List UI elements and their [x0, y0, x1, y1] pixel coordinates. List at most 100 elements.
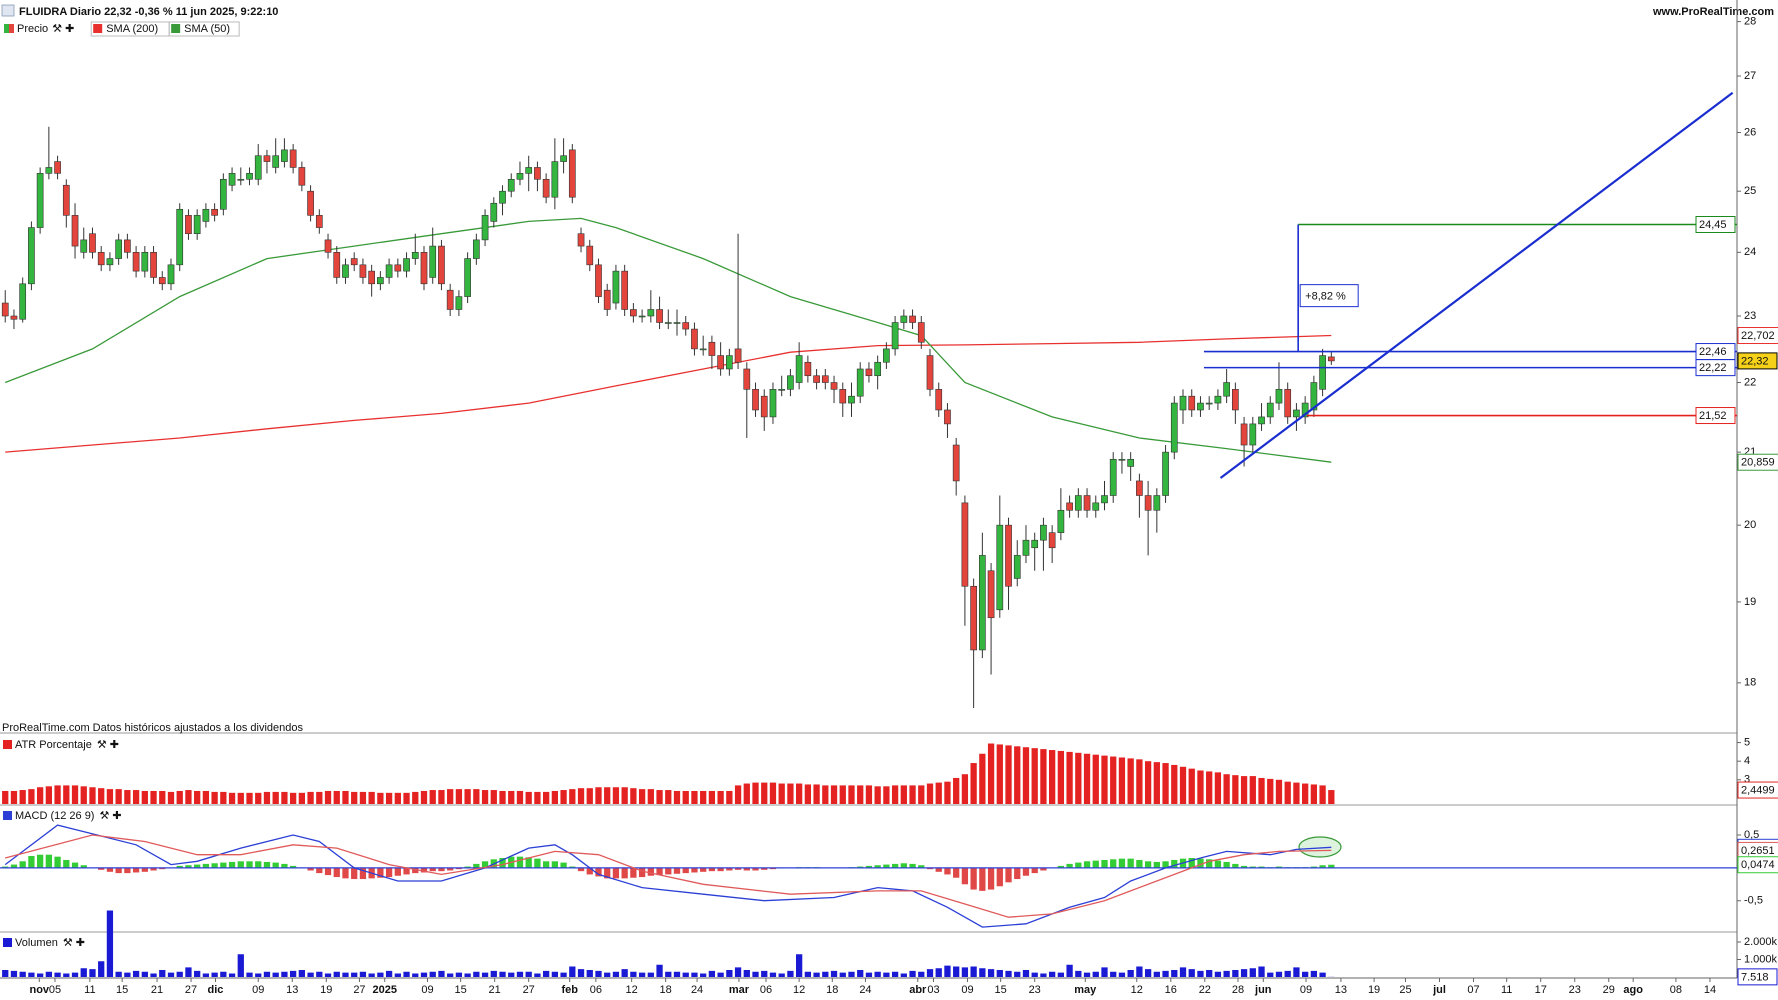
candle-body — [429, 245, 437, 278]
bar — [769, 782, 777, 804]
bar — [490, 790, 497, 804]
candle-body — [403, 258, 410, 272]
legend-tools: ⚒ ✚ — [52, 23, 74, 35]
histogram-bar — [1197, 858, 1204, 868]
legend-label: Precio — [17, 23, 48, 35]
candle-body — [228, 173, 236, 186]
histogram-bar — [604, 867, 611, 879]
x-tick-label: mar — [729, 984, 750, 996]
candle-body — [830, 382, 838, 390]
histogram-bar — [1188, 857, 1195, 868]
histogram-bar — [874, 865, 881, 868]
measure-box — [1299, 284, 1359, 308]
bar — [830, 970, 838, 977]
bar — [1057, 972, 1065, 977]
bar — [1249, 968, 1256, 977]
candle-body — [507, 178, 515, 192]
bar — [1005, 745, 1012, 804]
bar — [900, 785, 907, 804]
bar — [106, 910, 114, 977]
histogram-bar — [682, 867, 689, 874]
bar — [464, 973, 471, 977]
value-tag: 22,702 — [1741, 330, 1775, 342]
histogram-bar — [926, 867, 934, 870]
y-tick-label: 18 — [1744, 677, 1756, 689]
candle-body — [1066, 502, 1073, 511]
histogram-bar — [1057, 865, 1065, 868]
histogram-bar — [429, 867, 436, 872]
value-tag: 0,2651 — [1741, 845, 1775, 857]
histogram-bar — [80, 865, 87, 868]
bar — [1031, 972, 1038, 977]
bar — [857, 785, 864, 804]
header-title: FLUIDRA Diario 22,32 -0,36 % 11 jun 2025… — [19, 6, 278, 18]
histogram-bar — [1240, 865, 1248, 868]
bar — [1179, 766, 1187, 804]
bar — [167, 972, 175, 977]
histogram-bar — [769, 867, 777, 870]
bar — [176, 971, 183, 977]
bar — [1328, 790, 1335, 804]
bar — [2, 790, 9, 804]
bar — [839, 785, 846, 804]
value-tag: 20,859 — [1741, 457, 1775, 469]
bar — [237, 954, 244, 977]
candle-body — [961, 502, 969, 587]
candle-body — [664, 322, 672, 324]
bar — [1240, 776, 1248, 804]
candle-body — [219, 178, 227, 210]
value-tag-box — [1737, 856, 1778, 874]
bar — [1083, 753, 1091, 804]
bar — [124, 790, 131, 804]
bar — [1240, 969, 1248, 977]
histogram-bar — [1258, 866, 1265, 868]
x-tick-label: dic — [208, 984, 224, 996]
bar — [926, 783, 934, 804]
bar — [1197, 970, 1204, 977]
bar — [420, 972, 428, 977]
legend-swatch — [93, 24, 103, 33]
x-tick-label: 23 — [1569, 984, 1581, 996]
bar — [220, 971, 227, 977]
histogram-bar — [525, 857, 532, 868]
bar — [202, 973, 210, 977]
x-tick-label: 09 — [1300, 984, 1312, 996]
candle-body — [1284, 389, 1292, 418]
histogram-bar — [560, 862, 567, 868]
bar — [307, 972, 314, 977]
candle-body — [1162, 451, 1169, 496]
bar — [508, 972, 515, 977]
histogram-bar — [263, 861, 271, 868]
candle-body — [1118, 458, 1126, 461]
candle-body — [490, 202, 498, 222]
y-tick-label: 22 — [1744, 376, 1756, 388]
bar — [630, 971, 637, 977]
bar — [743, 783, 750, 804]
bar — [473, 971, 480, 977]
candle-body — [1266, 402, 1274, 418]
bar — [691, 790, 698, 804]
histogram-bar — [45, 854, 52, 868]
legend-frame — [168, 21, 240, 37]
bar — [970, 763, 977, 804]
histogram-bar — [211, 863, 218, 868]
candle-body — [237, 178, 245, 181]
x-tick-label: 03 — [927, 984, 939, 996]
x-tick-label: 27 — [185, 984, 197, 996]
histogram-bar — [281, 863, 288, 868]
y-tick-label: 27 — [1744, 70, 1756, 82]
bar — [673, 971, 681, 977]
bar — [1319, 972, 1326, 977]
bar — [883, 972, 890, 977]
histogram-bar — [220, 862, 227, 868]
histogram-bar — [944, 867, 951, 875]
candle-body — [978, 555, 986, 651]
candle-body — [848, 395, 855, 404]
bar — [159, 970, 166, 977]
bar — [1110, 971, 1117, 977]
candle-body — [909, 315, 916, 323]
histogram-bar — [124, 867, 131, 874]
histogram-bar — [621, 867, 628, 879]
bar — [804, 784, 812, 804]
bar — [403, 792, 410, 804]
